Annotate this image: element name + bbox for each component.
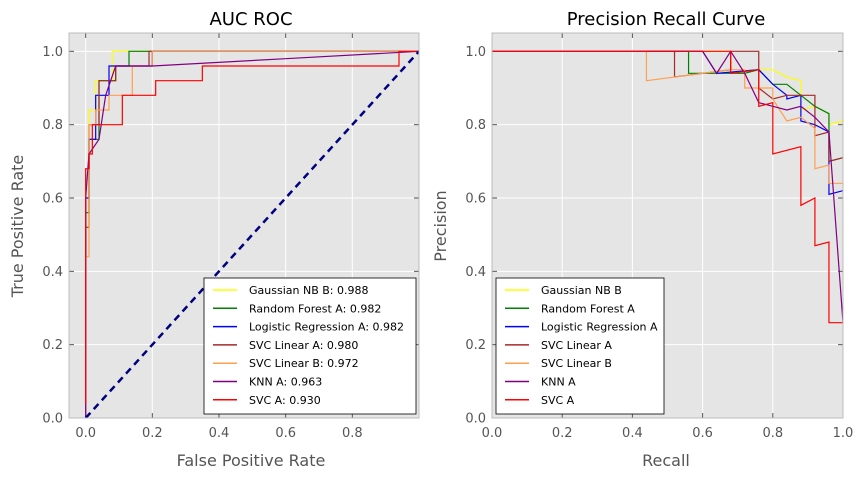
pr-title: Precision Recall Curve (567, 9, 766, 30)
pr-legend-box (495, 277, 665, 415)
roc-legend-entry: Logistic Regression A: 0.982 (249, 321, 404, 334)
pr-xtick-label: 0.4 (622, 426, 643, 441)
roc-legend-entry: SVC A: 0.930 (249, 394, 321, 407)
pr-xlabel: Recall (642, 451, 690, 470)
roc-xtick-label: 0.0 (75, 426, 96, 441)
pr-xtick-label: 1.0 (833, 426, 854, 441)
pr-legend-entry: Random Forest A (541, 302, 635, 315)
roc-legend-entry: KNN A: 0.963 (249, 376, 322, 389)
roc-legend-entry: Random Forest A: 0.982 (249, 302, 381, 315)
roc-legend-box (203, 277, 417, 415)
roc-xtick-label: 0.8 (342, 426, 363, 441)
pr-axes-frame (491, 32, 844, 419)
roc-title: AUC ROC (209, 9, 292, 30)
pr-legend-entry: SVC A (541, 394, 575, 407)
roc-axes-frame (68, 32, 420, 419)
pr-ytick-label: 0.4 (465, 265, 486, 280)
pr-ylabel: Precision (431, 190, 450, 261)
roc-legend-entry: SVC Linear A: 0.980 (249, 339, 358, 352)
roc-series-line-3 (85, 50, 419, 418)
pr-chart: Precision Recall Curve Recall Precision … (431, 9, 853, 470)
roc-ytick-label: 0.8 (42, 118, 63, 133)
roc-ytick-label: 0.4 (42, 265, 63, 280)
roc-chart: AUC ROC False Positive Rate True Positiv… (8, 9, 420, 470)
pr-legend-entry: SVC Linear A (541, 339, 612, 352)
pr-legend: Gaussian NB B Random Forest A Logistic Reg… (495, 277, 665, 415)
roc-series-line-5 (85, 50, 419, 418)
pr-series-group (492, 50, 843, 324)
roc-legend-entry: Gaussian NB B: 0.988 (249, 284, 368, 297)
roc-xlabel: False Positive Rate (177, 451, 326, 470)
pr-legend-entry: Logistic Regression A (541, 321, 658, 334)
pr-xtick-label: 0.8 (762, 426, 783, 441)
pr-ytick-label: 1.0 (465, 45, 486, 60)
pr-series-line-6 (492, 50, 843, 324)
pr-legend-entry: Gaussian NB B (541, 284, 622, 297)
roc-xtick-label: 0.2 (142, 426, 163, 441)
roc-xtick-label: 0.4 (209, 426, 230, 441)
pr-xtick-label: 0.2 (552, 426, 573, 441)
roc-ylabel: True Positive Rate (8, 155, 27, 299)
roc-legend: Gaussian NB B: 0.988 Random Forest A: 0.9… (203, 277, 417, 415)
pr-ytick-label: 0.8 (465, 118, 486, 133)
roc-xtick-label: 0.6 (275, 426, 296, 441)
roc-series-line-6 (85, 50, 419, 404)
pr-legend-entry: SVC Linear B (541, 357, 612, 370)
pr-ytick-label: 0.2 (465, 338, 486, 353)
pr-xtick-label: 0.6 (692, 426, 713, 441)
roc-ytick-label: 1.0 (42, 45, 63, 60)
pr-ytick-label: 0.6 (465, 192, 486, 207)
roc-series-group (84, 50, 419, 418)
pr-series-line-4 (492, 50, 843, 184)
pr-ytick-label: 0.0 (465, 412, 486, 427)
pr-xtick-label: 0.0 (482, 426, 503, 441)
roc-ytick-label: 0.0 (42, 412, 63, 427)
roc-series-line-7 (84, 50, 419, 418)
roc-ytick-label: 0.2 (42, 338, 63, 353)
pr-legend-entry: KNN A (541, 376, 576, 389)
roc-legend-entry: SVC Linear B: 0.972 (249, 357, 359, 370)
roc-ytick-label: 0.6 (42, 192, 63, 207)
